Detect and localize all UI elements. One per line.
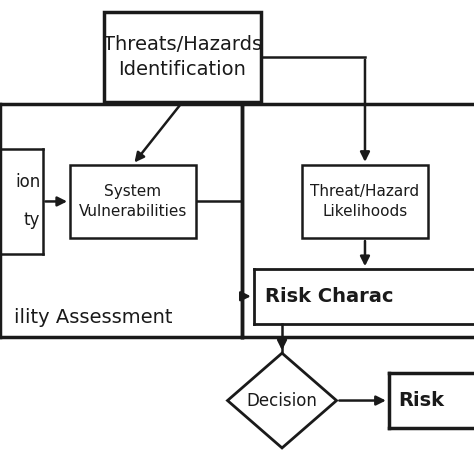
Text: ion: ion	[15, 173, 40, 191]
Text: Threat/Hazard
Likelihoods: Threat/Hazard Likelihoods	[310, 184, 419, 219]
Text: Risk Charac: Risk Charac	[265, 287, 394, 306]
Text: ty: ty	[24, 211, 40, 229]
FancyBboxPatch shape	[104, 12, 261, 102]
FancyBboxPatch shape	[70, 165, 195, 238]
Text: Risk: Risk	[398, 391, 444, 410]
Polygon shape	[228, 353, 337, 448]
Text: System
Vulnerabilities: System Vulnerabilities	[79, 184, 187, 219]
Text: Decision: Decision	[246, 392, 318, 410]
Text: Threats/Hazards
Identification: Threats/Hazards Identification	[103, 35, 262, 79]
Text: ility Assessment: ility Assessment	[14, 308, 173, 327]
FancyBboxPatch shape	[302, 165, 428, 238]
